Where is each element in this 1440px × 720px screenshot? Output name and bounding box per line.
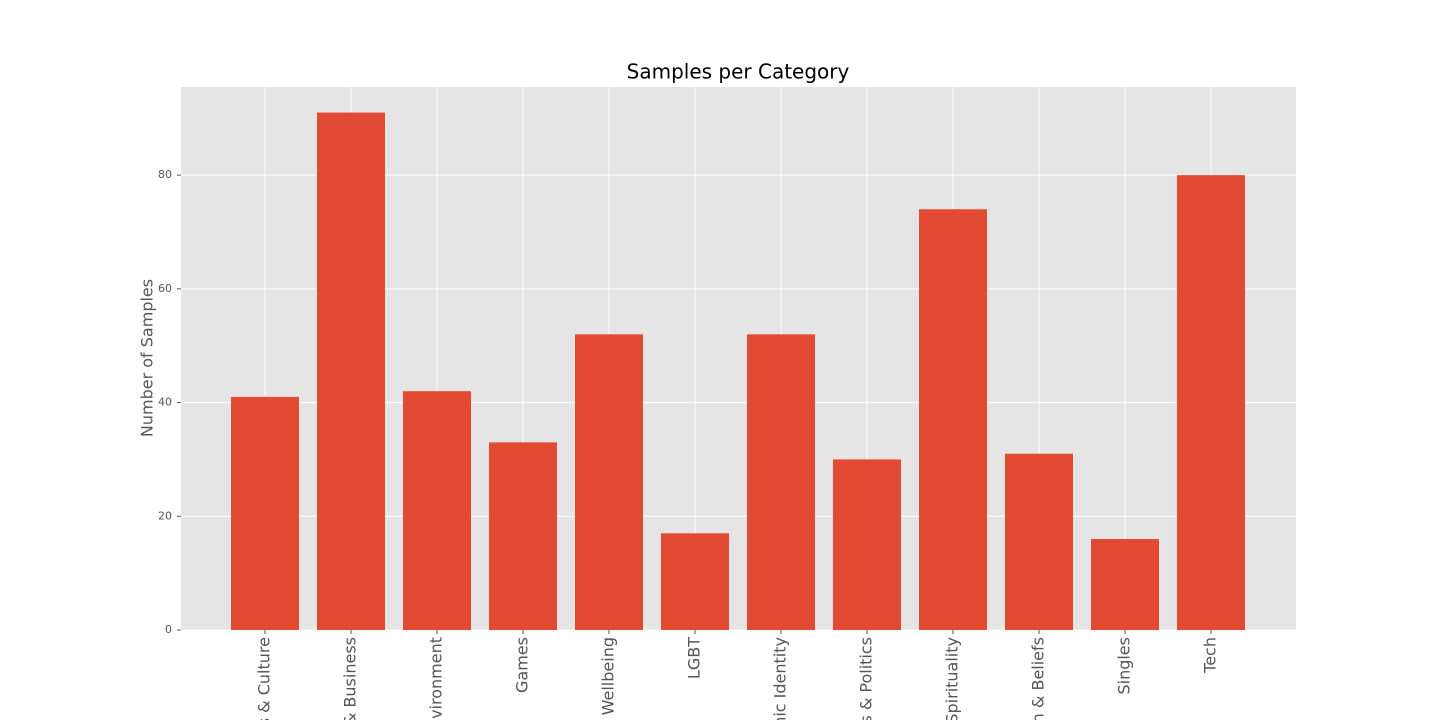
x-tick-label: Wellbeing (599, 637, 618, 715)
x-tick-label: Spirituality (943, 637, 962, 720)
bar (231, 396, 299, 630)
x-tick-label: nic Identity (771, 637, 790, 720)
bar (1005, 453, 1073, 630)
x-tick-label: & Business (341, 637, 360, 720)
bar (661, 533, 729, 630)
x-tick-label: Games (513, 637, 532, 693)
x-tick-label: n & Beliefs (1029, 637, 1048, 720)
bar (575, 334, 643, 630)
x-tick-label: LGBT (685, 637, 704, 679)
y-axis-label: Number of Samples (138, 279, 157, 437)
chart-title: Samples per Category (627, 60, 850, 84)
bar (919, 209, 987, 630)
bar (1177, 175, 1245, 630)
bar (317, 112, 385, 631)
y-tick-label: 80 (158, 168, 172, 181)
y-tick-label: 20 (158, 509, 172, 522)
x-tick-label: nvironment (427, 637, 446, 720)
x-tick-label: s & Politics (857, 637, 876, 720)
bar (489, 442, 557, 630)
bar (833, 459, 901, 630)
bar (1091, 539, 1159, 630)
bar (747, 334, 815, 630)
x-tick-label: Tech (1201, 637, 1220, 674)
y-tick-label: 40 (158, 396, 172, 409)
x-tick-label: Singles (1115, 637, 1134, 695)
bar (403, 391, 471, 630)
x-tick-label: s & Culture (255, 637, 274, 720)
y-tick-label: 0 (165, 623, 172, 636)
y-tick-label: 60 (158, 282, 172, 295)
